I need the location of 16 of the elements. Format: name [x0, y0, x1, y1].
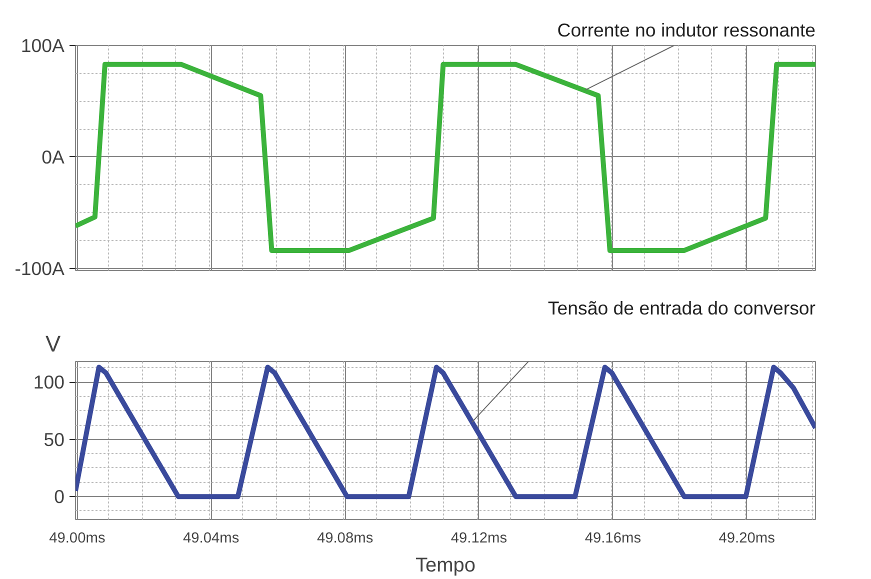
y-tick-label: 100 — [33, 372, 65, 393]
y-axis-title: V — [46, 330, 62, 356]
y-tick-label: 0 — [54, 486, 65, 508]
x-tick-label: 49.16ms — [584, 530, 642, 546]
x-tick-label: 49.00ms — [49, 530, 106, 546]
annotation: Tensão de entrada do conversor — [548, 298, 816, 318]
annotation: Corrente no indutor ressonante — [557, 20, 816, 40]
y-tick-label: 0A — [42, 146, 66, 168]
x-tick-label: 49.20ms — [718, 530, 775, 546]
y-tick-label: 50 — [44, 428, 65, 450]
x-tick-label: 49.04ms — [183, 530, 240, 546]
x-axis-title: Tempo — [415, 554, 476, 576]
x-tick-label: 49.08ms — [316, 530, 374, 546]
y-tick-label: -100A — [14, 258, 66, 279]
x-tick-label: 49.12ms — [450, 530, 508, 546]
y-tick-label: 100A — [20, 35, 66, 56]
